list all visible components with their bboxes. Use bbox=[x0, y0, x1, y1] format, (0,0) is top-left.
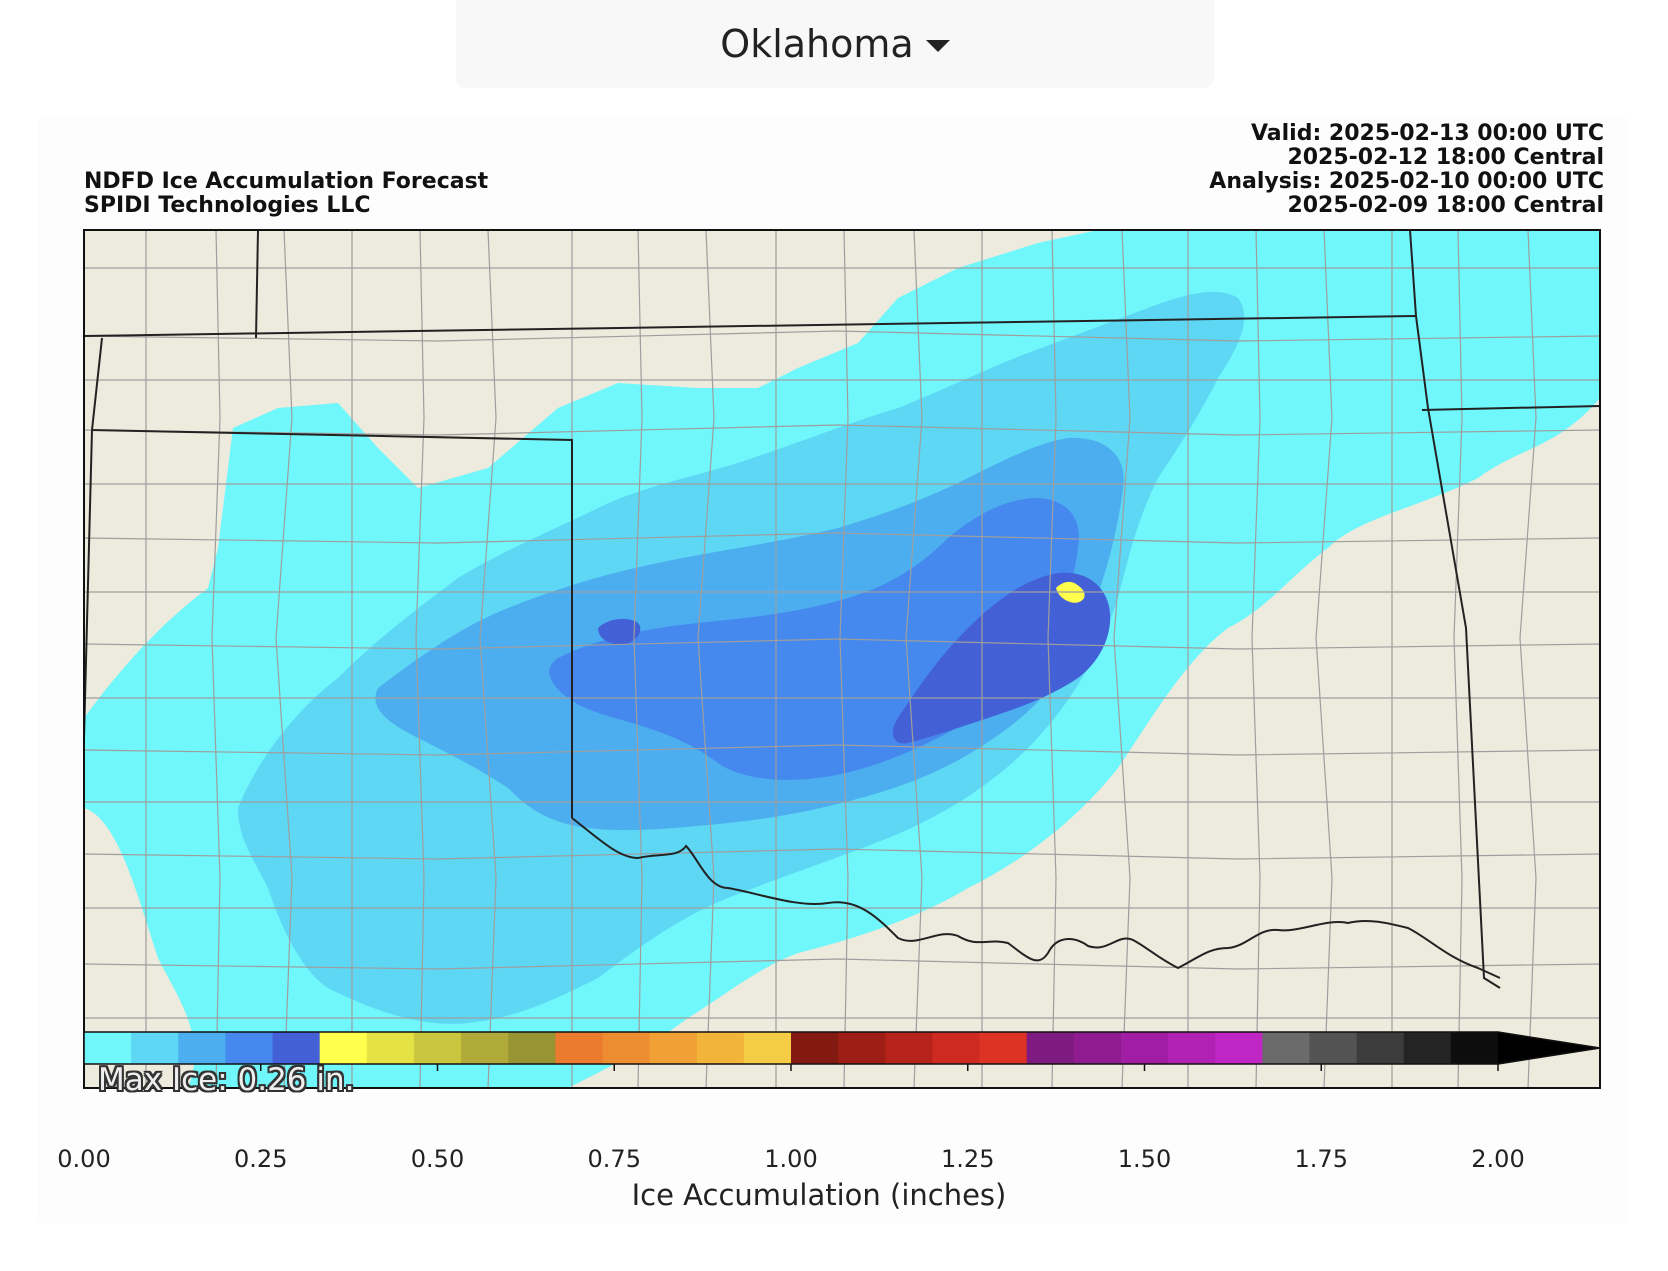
county-line bbox=[1453, 230, 1463, 1088]
colorbar-tick-label: 0.50 bbox=[410, 1145, 465, 1173]
colorbar-tick-label: 0.25 bbox=[234, 1145, 288, 1173]
caret-down-icon bbox=[925, 40, 950, 52]
oklahoma-panhandle-border bbox=[90, 337, 573, 818]
colorbar-swatch bbox=[696, 1032, 745, 1064]
colorbar-swatch bbox=[461, 1032, 509, 1064]
county-line bbox=[275, 230, 293, 1088]
county-line bbox=[84, 848, 1600, 860]
colorbar-swatch bbox=[791, 1032, 839, 1064]
state-dropdown-label: Oklahoma bbox=[720, 22, 914, 66]
map-subtitle: SPIDI Technologies LLC bbox=[84, 193, 371, 218]
colorbar-tick-label: 0.75 bbox=[587, 1145, 641, 1173]
county-line bbox=[1047, 230, 1057, 1088]
colorbar-swatch bbox=[932, 1032, 981, 1064]
map-frame bbox=[83, 229, 1601, 1089]
county-line bbox=[1113, 230, 1131, 1088]
kansas-oklahoma-border bbox=[84, 315, 1417, 337]
colorbar-swatch bbox=[178, 1032, 226, 1064]
ice-level-5-patch bbox=[598, 618, 641, 645]
colorbar bbox=[83, 1031, 1601, 1065]
colorbar-swatch bbox=[1262, 1032, 1311, 1064]
colorbar-frame bbox=[83, 1031, 1601, 1065]
ice-forecast-figure: Valid: 2025-02-13 00:00 UTC 2025-02-12 1… bbox=[38, 118, 1628, 1223]
county-line bbox=[633, 230, 643, 1088]
colorbar-swatch bbox=[1026, 1032, 1075, 1064]
max-ice-label: Max Ice: 0.26 in. bbox=[98, 1062, 355, 1098]
state-borders bbox=[84, 230, 1600, 989]
map-title: NDFD Ice Accumulation Forecast bbox=[84, 169, 489, 194]
colorbar-tick-label: 1.75 bbox=[1294, 1145, 1348, 1173]
colorbar-label: Ice Accumulation (inches) bbox=[631, 1178, 1007, 1212]
colorbar-extend-arrow bbox=[1498, 1032, 1600, 1064]
colorbar-swatch bbox=[838, 1032, 886, 1064]
colorbar-swatch bbox=[1073, 1032, 1122, 1064]
colorbar-swatch bbox=[272, 1032, 321, 1064]
county-line bbox=[84, 744, 1600, 756]
colorbar-swatch bbox=[1450, 1032, 1499, 1064]
analysis-utc: Analysis: 2025-02-10 00:00 UTC bbox=[1209, 169, 1604, 194]
colorbar-swatch bbox=[84, 1032, 132, 1064]
colorbar-swatch bbox=[366, 1032, 415, 1064]
colorbar-swatch bbox=[602, 1032, 651, 1064]
county-lines bbox=[84, 230, 1600, 1088]
colorbar-tick-label: 1.00 bbox=[764, 1145, 818, 1173]
valid-central: 2025-02-12 18:00 Central bbox=[1287, 145, 1604, 170]
county-line bbox=[1519, 230, 1537, 1088]
colorbar-tick-label: 1.50 bbox=[1117, 1145, 1172, 1173]
county-line bbox=[84, 958, 1600, 970]
colorbar-swatch bbox=[1403, 1032, 1452, 1064]
colorbar-swatch bbox=[319, 1032, 368, 1064]
county-line bbox=[1251, 230, 1261, 1088]
colorbar-swatch bbox=[555, 1032, 604, 1064]
colorbar-swatch bbox=[649, 1032, 698, 1064]
colorbar-swatch bbox=[885, 1032, 933, 1064]
county-line bbox=[84, 424, 1600, 436]
colorbar-swatch bbox=[1120, 1032, 1169, 1064]
missouri-arkansas-border bbox=[1421, 405, 1600, 411]
colorbar-tick-label: 2.00 bbox=[1471, 1145, 1525, 1173]
ice-level-5 bbox=[892, 572, 1111, 744]
county-line bbox=[211, 230, 221, 1088]
colorbar-swatch bbox=[413, 1032, 462, 1064]
county-line bbox=[905, 230, 923, 1088]
colorbar-ticks bbox=[83, 1064, 1499, 1071]
arkansas-missouri-border bbox=[1409, 230, 1501, 989]
county-line bbox=[697, 230, 715, 1088]
colorbar-swatch bbox=[225, 1032, 274, 1064]
colorado-kansas-border bbox=[255, 230, 259, 339]
colorbar-swatch bbox=[979, 1032, 1028, 1064]
county-line bbox=[84, 638, 1600, 650]
colorbar-swatch bbox=[1168, 1032, 1216, 1064]
colorbar-swatch bbox=[131, 1032, 179, 1064]
county-line bbox=[479, 230, 497, 1088]
county-line bbox=[415, 230, 425, 1088]
colorbar-tick-label: 1.25 bbox=[941, 1145, 995, 1173]
colorbar-swatch bbox=[1309, 1032, 1358, 1064]
colorbar-swatch bbox=[1215, 1032, 1263, 1064]
colorbar-swatch bbox=[508, 1032, 556, 1064]
county-line bbox=[84, 330, 1600, 342]
colorbar-swatch bbox=[1356, 1032, 1405, 1064]
colorbar-tick-label: 0.00 bbox=[57, 1145, 111, 1173]
red-river-texas-border bbox=[571, 817, 1501, 979]
map-canvas bbox=[83, 229, 1601, 1089]
valid-utc: Valid: 2025-02-13 00:00 UTC bbox=[1250, 121, 1604, 146]
county-line bbox=[839, 230, 849, 1088]
analysis-central: 2025-02-09 18:00 Central bbox=[1287, 193, 1604, 218]
state-dropdown[interactable]: Oklahoma bbox=[456, 0, 1214, 88]
new-mexico-border bbox=[84, 429, 93, 739]
county-line bbox=[84, 532, 1600, 544]
county-line bbox=[1315, 230, 1333, 1088]
colorbar-swatch bbox=[743, 1032, 792, 1064]
